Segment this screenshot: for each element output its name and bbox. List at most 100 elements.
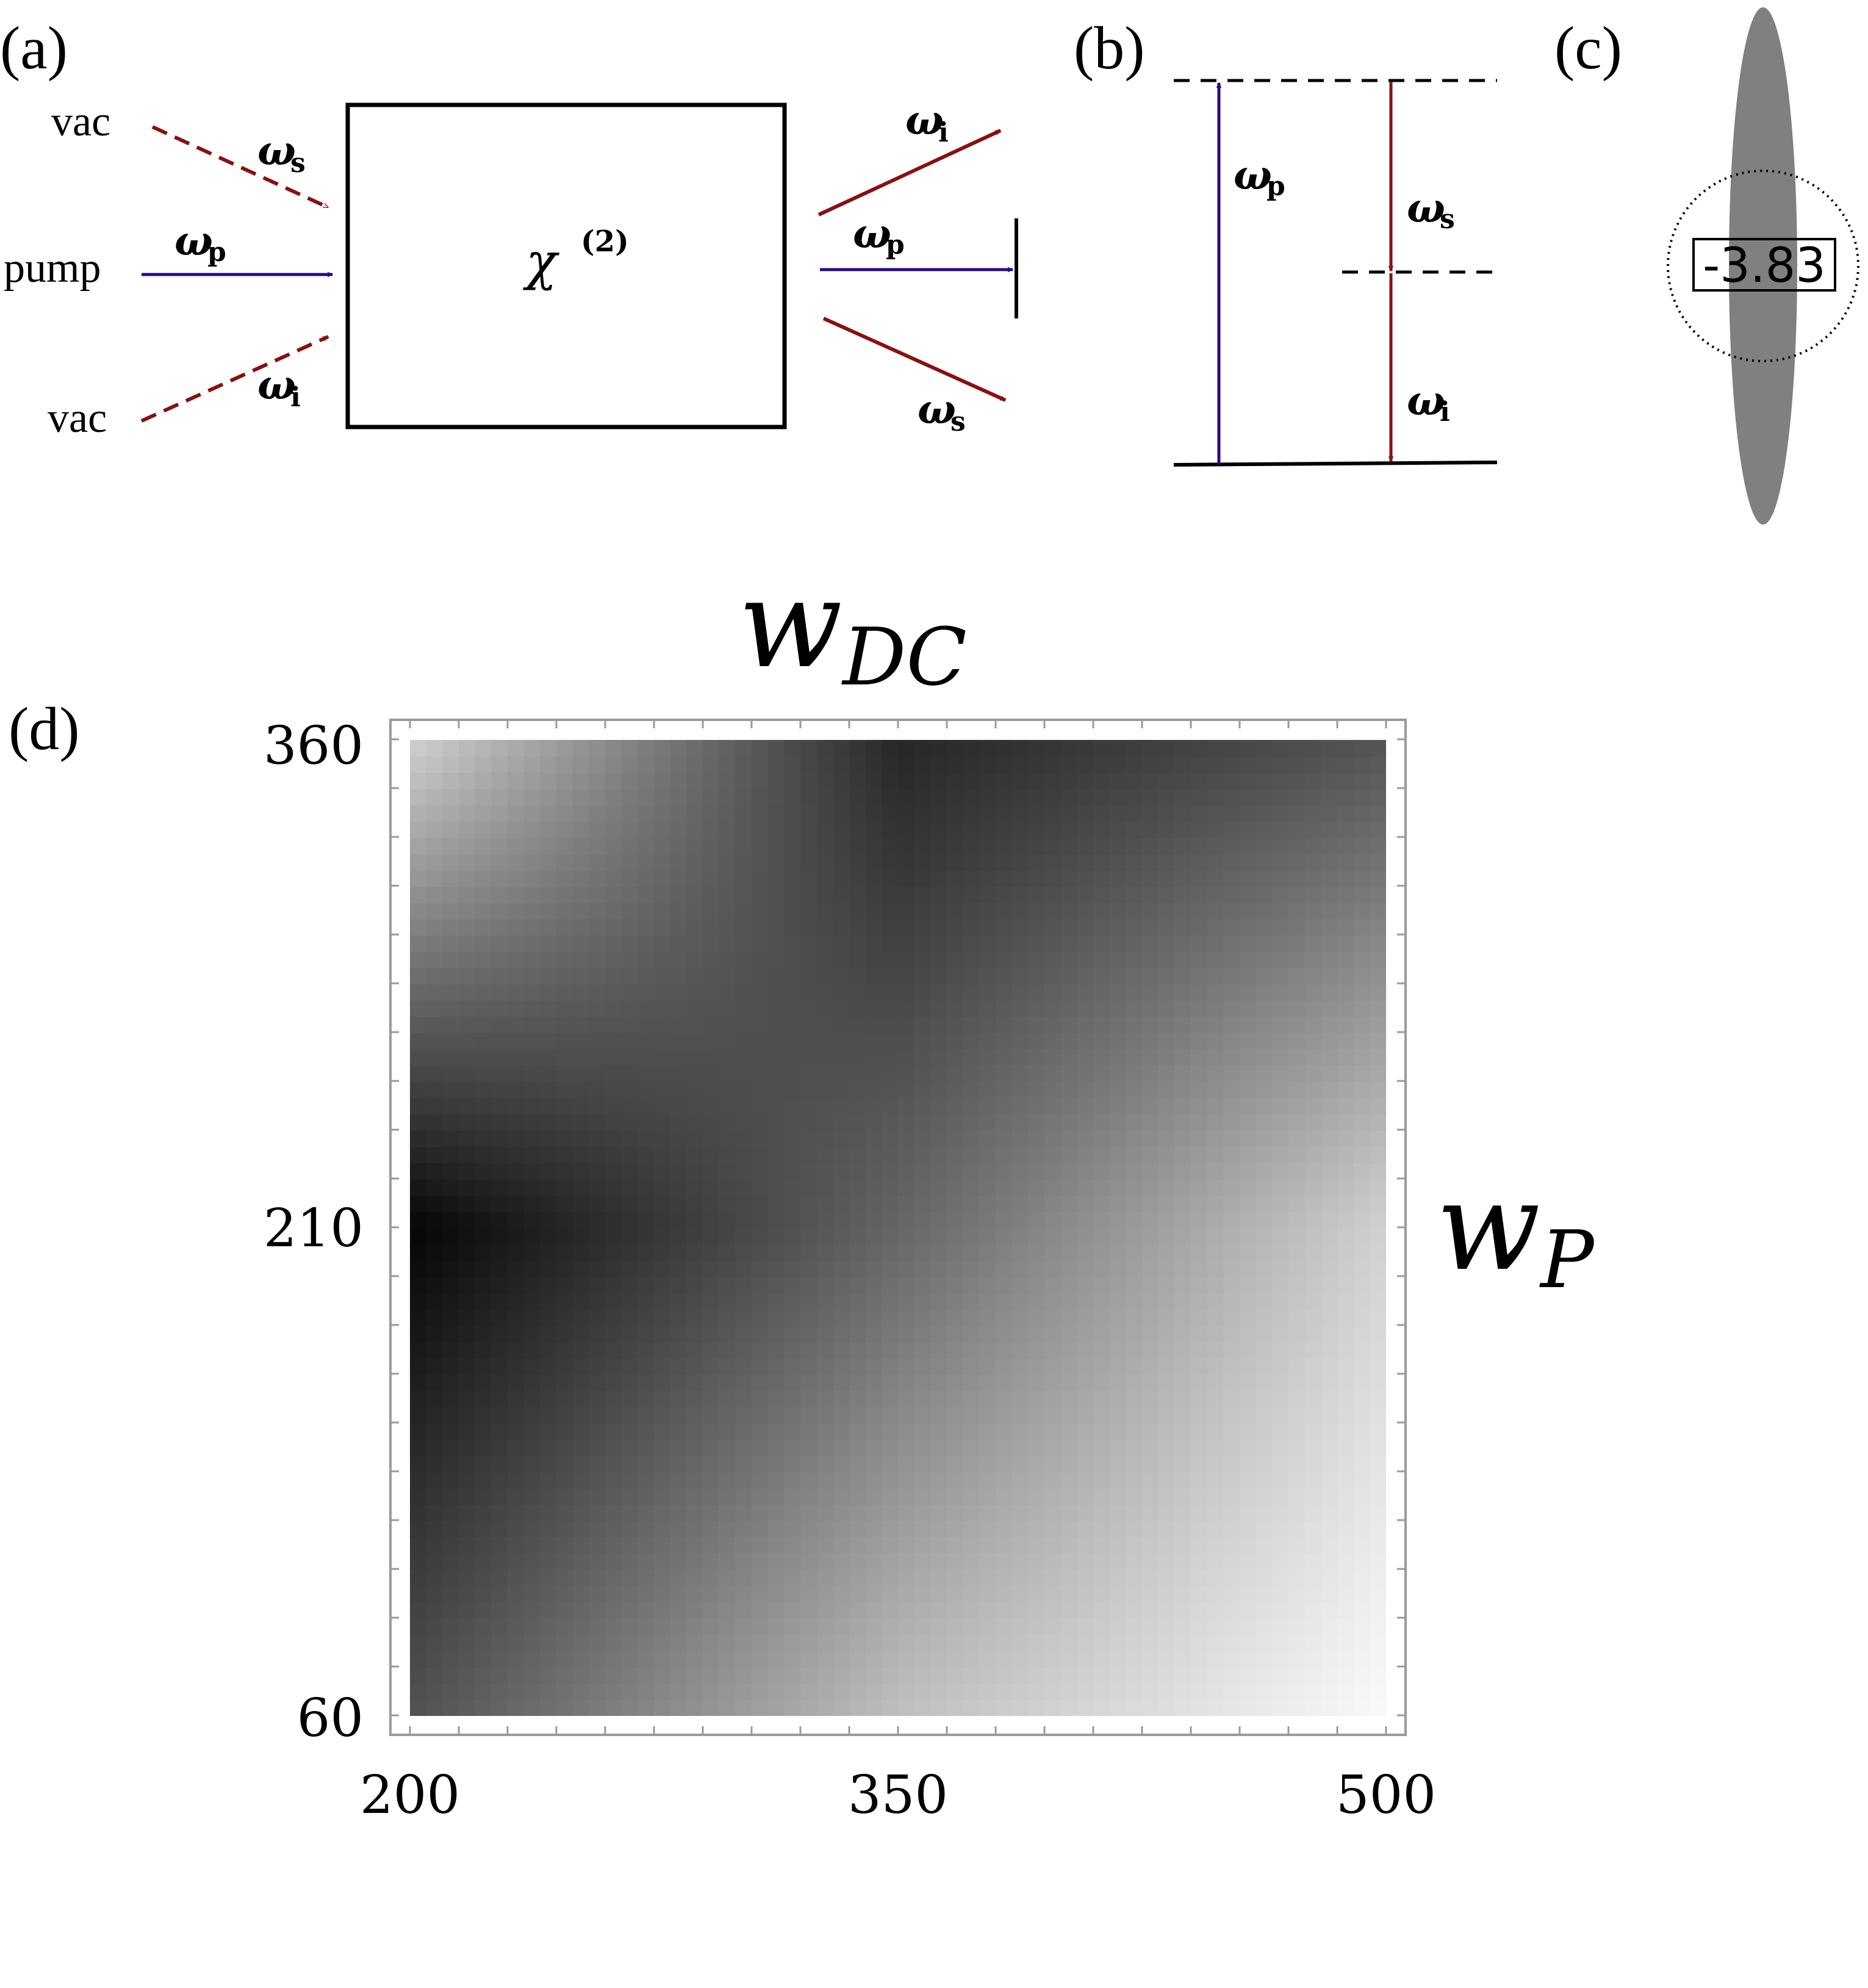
heatmap-cell [1288, 1699, 1306, 1716]
heatmap-cell [735, 1033, 752, 1050]
heatmap-cell [1240, 1065, 1257, 1082]
heatmap-cell [719, 1439, 736, 1457]
heatmap-cell [833, 1179, 850, 1196]
heatmap-cell [1126, 1244, 1143, 1261]
heatmap-cell [1028, 805, 1045, 822]
heatmap-cell [1158, 1504, 1176, 1521]
heatmap-cell [605, 1130, 622, 1147]
heatmap-cell [979, 853, 996, 871]
heatmap-cell [442, 1065, 459, 1082]
heatmap-cell [1011, 1537, 1029, 1554]
heatmap-cell [833, 1699, 850, 1716]
heatmap-cell [572, 756, 590, 773]
heatmap-cell [523, 1570, 541, 1587]
heatmap-cell [1174, 870, 1191, 887]
heatmap-cell [442, 1407, 459, 1424]
heatmap-cell [996, 1016, 1013, 1033]
heatmap-cell [816, 1423, 834, 1440]
heatmap-cell [1256, 1488, 1273, 1505]
heatmap-cell [1077, 1553, 1094, 1570]
heatmap-cell [638, 1293, 655, 1310]
heatmap-cell [1126, 1423, 1143, 1440]
heatmap-cell [752, 1228, 769, 1245]
heatmap-cell [1158, 1667, 1176, 1684]
heatmap-cell [784, 870, 801, 887]
heatmap-cell [1353, 1618, 1371, 1635]
heatmap-cell [670, 1521, 688, 1538]
heatmap-cell [523, 919, 541, 936]
heatmap-cell [1174, 1097, 1191, 1115]
heatmap-cell [1077, 1651, 1094, 1668]
heatmap-cell [670, 1407, 688, 1424]
heatmap-cell [410, 1130, 427, 1147]
heatmap-cell [882, 935, 899, 952]
heatmap-cell [963, 967, 980, 985]
heatmap-cell [800, 967, 817, 985]
heatmap-cell [459, 838, 476, 855]
heatmap-cell [1304, 984, 1322, 1001]
heatmap-cell [1077, 902, 1094, 920]
heatmap-cell [1142, 1651, 1159, 1668]
heatmap-cell [1109, 1537, 1127, 1554]
heatmap-cell [735, 740, 752, 757]
heatmap-cell [426, 789, 444, 806]
heatmap-cell [979, 1651, 996, 1668]
heatmap-cell [410, 1423, 427, 1440]
heatmap-cell [914, 1683, 932, 1701]
heatmap-cell [1272, 1407, 1289, 1424]
heatmap-cell [1174, 1260, 1191, 1277]
heatmap-cell [459, 1667, 476, 1684]
heatmap-cell [1158, 1228, 1176, 1245]
heatmap-cell [442, 1358, 459, 1375]
heatmap-cell [523, 1423, 541, 1440]
heatmap-cell [979, 1000, 996, 1017]
heatmap-cell [898, 1634, 915, 1652]
heatmap-cell [1044, 919, 1062, 936]
heatmap-cell [508, 772, 525, 789]
heatmap-cell [426, 1667, 444, 1684]
heatmap-cell [1077, 1195, 1094, 1213]
heatmap-cell [1272, 1537, 1289, 1554]
heatmap-cell [442, 1553, 459, 1570]
heatmap-cell [1093, 1618, 1110, 1635]
heatmap-cell [621, 1341, 639, 1359]
heatmap-cell [1126, 1455, 1143, 1473]
b-signal-sub: s [1440, 204, 1455, 235]
heatmap-cell [523, 1488, 541, 1505]
heatmap-cell [735, 1570, 752, 1587]
heatmap-cell [1240, 1033, 1257, 1050]
heatmap-cell [719, 1082, 736, 1099]
heatmap-cell [1240, 902, 1257, 920]
heatmap-cell [1060, 1130, 1078, 1147]
heatmap-cell [898, 1082, 915, 1099]
heatmap-cell [735, 886, 752, 903]
heatmap-cell [1060, 1179, 1078, 1196]
heatmap-cell [1158, 1065, 1176, 1082]
heatmap-cell [979, 1163, 996, 1180]
heatmap-cell [621, 805, 639, 822]
heatmap-cell [914, 1504, 932, 1521]
heatmap-cell [719, 1260, 736, 1277]
heatmap-cell [686, 772, 703, 789]
heatmap-cell [752, 902, 769, 920]
heatmap-cell [540, 1651, 557, 1668]
heatmap-cell [1028, 772, 1045, 789]
heatmap-cell [1028, 1130, 1045, 1147]
heatmap-cell [508, 1504, 525, 1521]
heatmap-cell [475, 838, 492, 855]
heatmap-cell [882, 1293, 899, 1310]
heatmap-cell [996, 886, 1013, 903]
heatmap-cell [670, 1211, 688, 1229]
heatmap-cell [1077, 919, 1094, 936]
heatmap-cell [1240, 1570, 1257, 1587]
heatmap-cell [849, 902, 866, 920]
heatmap-cell [914, 1049, 932, 1066]
heatmap-cell [1158, 967, 1176, 985]
heatmap-cell [1240, 1472, 1257, 1489]
heatmap-cell [1142, 951, 1159, 969]
heatmap-cell [914, 1585, 932, 1603]
heatmap-cell [1288, 838, 1306, 855]
heatmap-cell [572, 1065, 590, 1082]
heatmap-cell [800, 1618, 817, 1635]
heatmap-cell [1256, 1211, 1273, 1229]
